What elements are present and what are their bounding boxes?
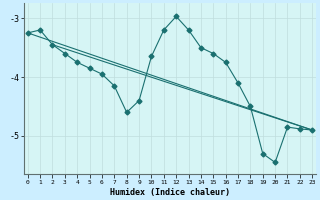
X-axis label: Humidex (Indice chaleur): Humidex (Indice chaleur) [110,188,230,197]
